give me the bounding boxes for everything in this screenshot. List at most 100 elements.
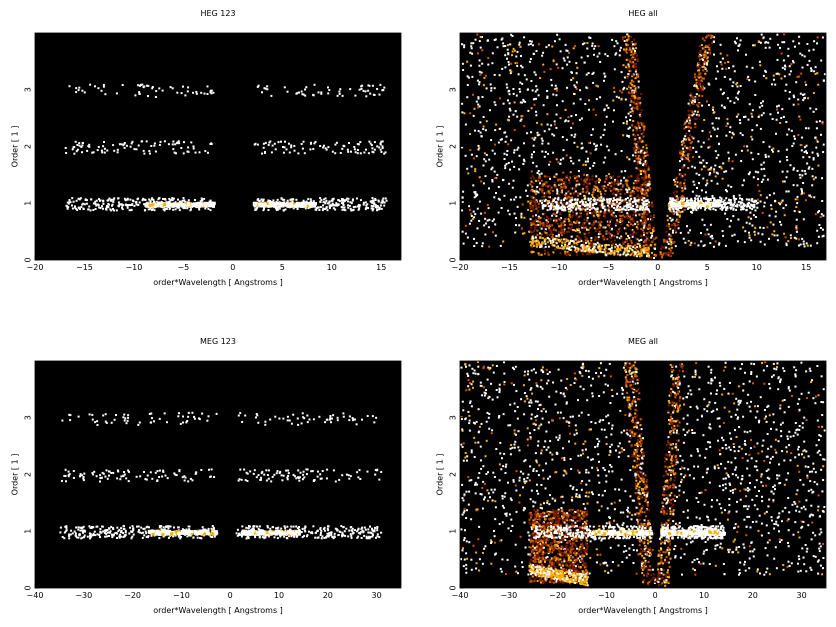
- heatmap-cell: [565, 154, 568, 157]
- heatmap-cell: [491, 180, 494, 183]
- heatmap-cell: [510, 70, 513, 73]
- heatmap-cell: [483, 76, 486, 79]
- heatmap-cell: [544, 238, 547, 241]
- heatmap-cell: [748, 79, 751, 82]
- heatmap-cell: [597, 188, 600, 191]
- x-tick-label: −10: [125, 263, 142, 272]
- heatmap-cell: [629, 193, 632, 196]
- heatmap-cell: [532, 250, 535, 253]
- heatmap-cell: [578, 224, 581, 227]
- heatmap-cell: [724, 212, 727, 215]
- heatmap-cell: [704, 233, 707, 236]
- heatmap-cell: [740, 160, 743, 162]
- heatmap-cell: [543, 183, 546, 186]
- heatmap-cell: [688, 125, 691, 128]
- heatmap-cell: [561, 231, 564, 234]
- heatmap-cell: [604, 189, 607, 192]
- heatmap-cell: [627, 63, 630, 66]
- heatmap-cell: [481, 49, 484, 52]
- heatmap-cell: [574, 133, 577, 136]
- heatmap-cell: [543, 247, 546, 249]
- heatmap-cell: [737, 49, 739, 52]
- heatmap-cell: [102, 83, 105, 86]
- heatmap-cell: [541, 189, 544, 192]
- heatmap-cell: [172, 197, 175, 200]
- heatmap-cell: [590, 207, 593, 210]
- heatmap-cell: [187, 146, 190, 149]
- heatmap-cell: [608, 210, 611, 213]
- heatmap-cell: [776, 58, 779, 61]
- heatmap-cell: [681, 210, 684, 213]
- heatmap-cell: [693, 200, 696, 202]
- heatmap-cell: [468, 205, 471, 208]
- heatmap-cell: [565, 195, 568, 198]
- heatmap-cell: [633, 80, 636, 83]
- heatmap-cell: [650, 201, 653, 204]
- heatmap-cell: [461, 209, 464, 212]
- heatmap-cell: [550, 232, 553, 234]
- heatmap-cell: [291, 200, 294, 203]
- heatmap-cell: [707, 233, 710, 236]
- heatmap-cell: [646, 184, 649, 187]
- heatmap-cell: [612, 197, 615, 200]
- heatmap-cell: [595, 237, 598, 240]
- heatmap-cell: [537, 223, 539, 226]
- heatmap-cell: [511, 50, 514, 53]
- x-tick-label: 15: [376, 263, 386, 272]
- heatmap-cell: [707, 146, 710, 149]
- heatmap-cell: [510, 33, 513, 36]
- heatmap-cell: [495, 123, 498, 126]
- heatmap-cell: [553, 238, 556, 241]
- heatmap-cell: [806, 244, 809, 247]
- heatmap-cell: [592, 71, 595, 74]
- heatmap-cell: [620, 215, 622, 217]
- heatmap-cell: [273, 204, 277, 208]
- heatmap-cell: [637, 198, 640, 201]
- heatmap-cell: [802, 99, 805, 102]
- heatmap-cell: [341, 94, 344, 97]
- heatmap-cell: [631, 124, 634, 127]
- heatmap-cell: [147, 84, 150, 87]
- heatmap-cell: [737, 44, 740, 47]
- heatmap-cell: [773, 230, 776, 233]
- heatmap-cell: [626, 197, 629, 199]
- heatmap-cell: [597, 215, 600, 218]
- heatmap-cell: [539, 199, 542, 202]
- heatmap-cell: [546, 233, 548, 236]
- heatmap-cell: [564, 181, 566, 184]
- heatmap-cell: [180, 147, 183, 149]
- heatmap-cell: [627, 250, 630, 253]
- heatmap-cell: [634, 42, 637, 45]
- heatmap-cell: [575, 88, 578, 90]
- heatmap-cell: [320, 199, 323, 201]
- heatmap-cell: [556, 210, 559, 213]
- heatmap-cell: [700, 89, 703, 92]
- heatmap-cell: [763, 167, 766, 170]
- heatmap-cell: [469, 149, 472, 152]
- heatmap-cell: [775, 132, 777, 135]
- heatmap-cell: [338, 92, 341, 95]
- heatmap-cell: [705, 162, 708, 164]
- heatmap-cell: [620, 179, 623, 182]
- heatmap-cell: [570, 235, 573, 238]
- heatmap-cell: [551, 201, 554, 204]
- heatmap-cell: [567, 190, 570, 193]
- heatmap-cell: [531, 89, 534, 92]
- heatmap-cell: [630, 51, 633, 54]
- heatmap-cell: [555, 209, 558, 211]
- heatmap-cell: [689, 122, 692, 125]
- heatmap-cell: [549, 218, 552, 221]
- heatmap-cell: [167, 204, 171, 208]
- heatmap-cell: [543, 195, 546, 198]
- heatmap-cell: [493, 101, 496, 104]
- heatmap-cell: [543, 249, 546, 252]
- heatmap-cell: [206, 85, 209, 88]
- heatmap-cell: [679, 199, 682, 202]
- heatmap-cell: [698, 76, 701, 79]
- heatmap-cell: [491, 166, 494, 169]
- heatmap-cell: [364, 90, 367, 93]
- heatmap-cell: [613, 200, 615, 203]
- heatmap-cell: [560, 191, 563, 194]
- heatmap-cell: [319, 197, 322, 200]
- heatmap-cell: [544, 151, 547, 153]
